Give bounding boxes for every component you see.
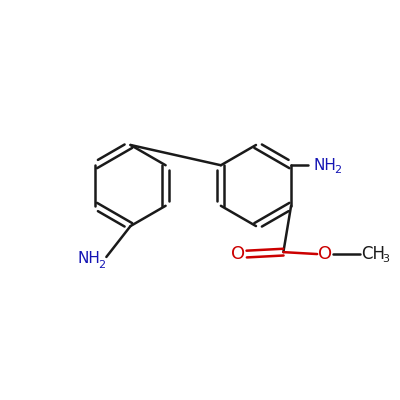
Text: CH: CH: [361, 245, 385, 263]
Text: 2: 2: [98, 260, 105, 270]
Text: O: O: [318, 245, 332, 263]
Text: 2: 2: [334, 165, 341, 175]
Text: 3: 3: [382, 254, 389, 264]
Text: O: O: [231, 245, 245, 263]
Text: NH: NH: [78, 251, 100, 266]
Text: NH: NH: [314, 158, 336, 173]
